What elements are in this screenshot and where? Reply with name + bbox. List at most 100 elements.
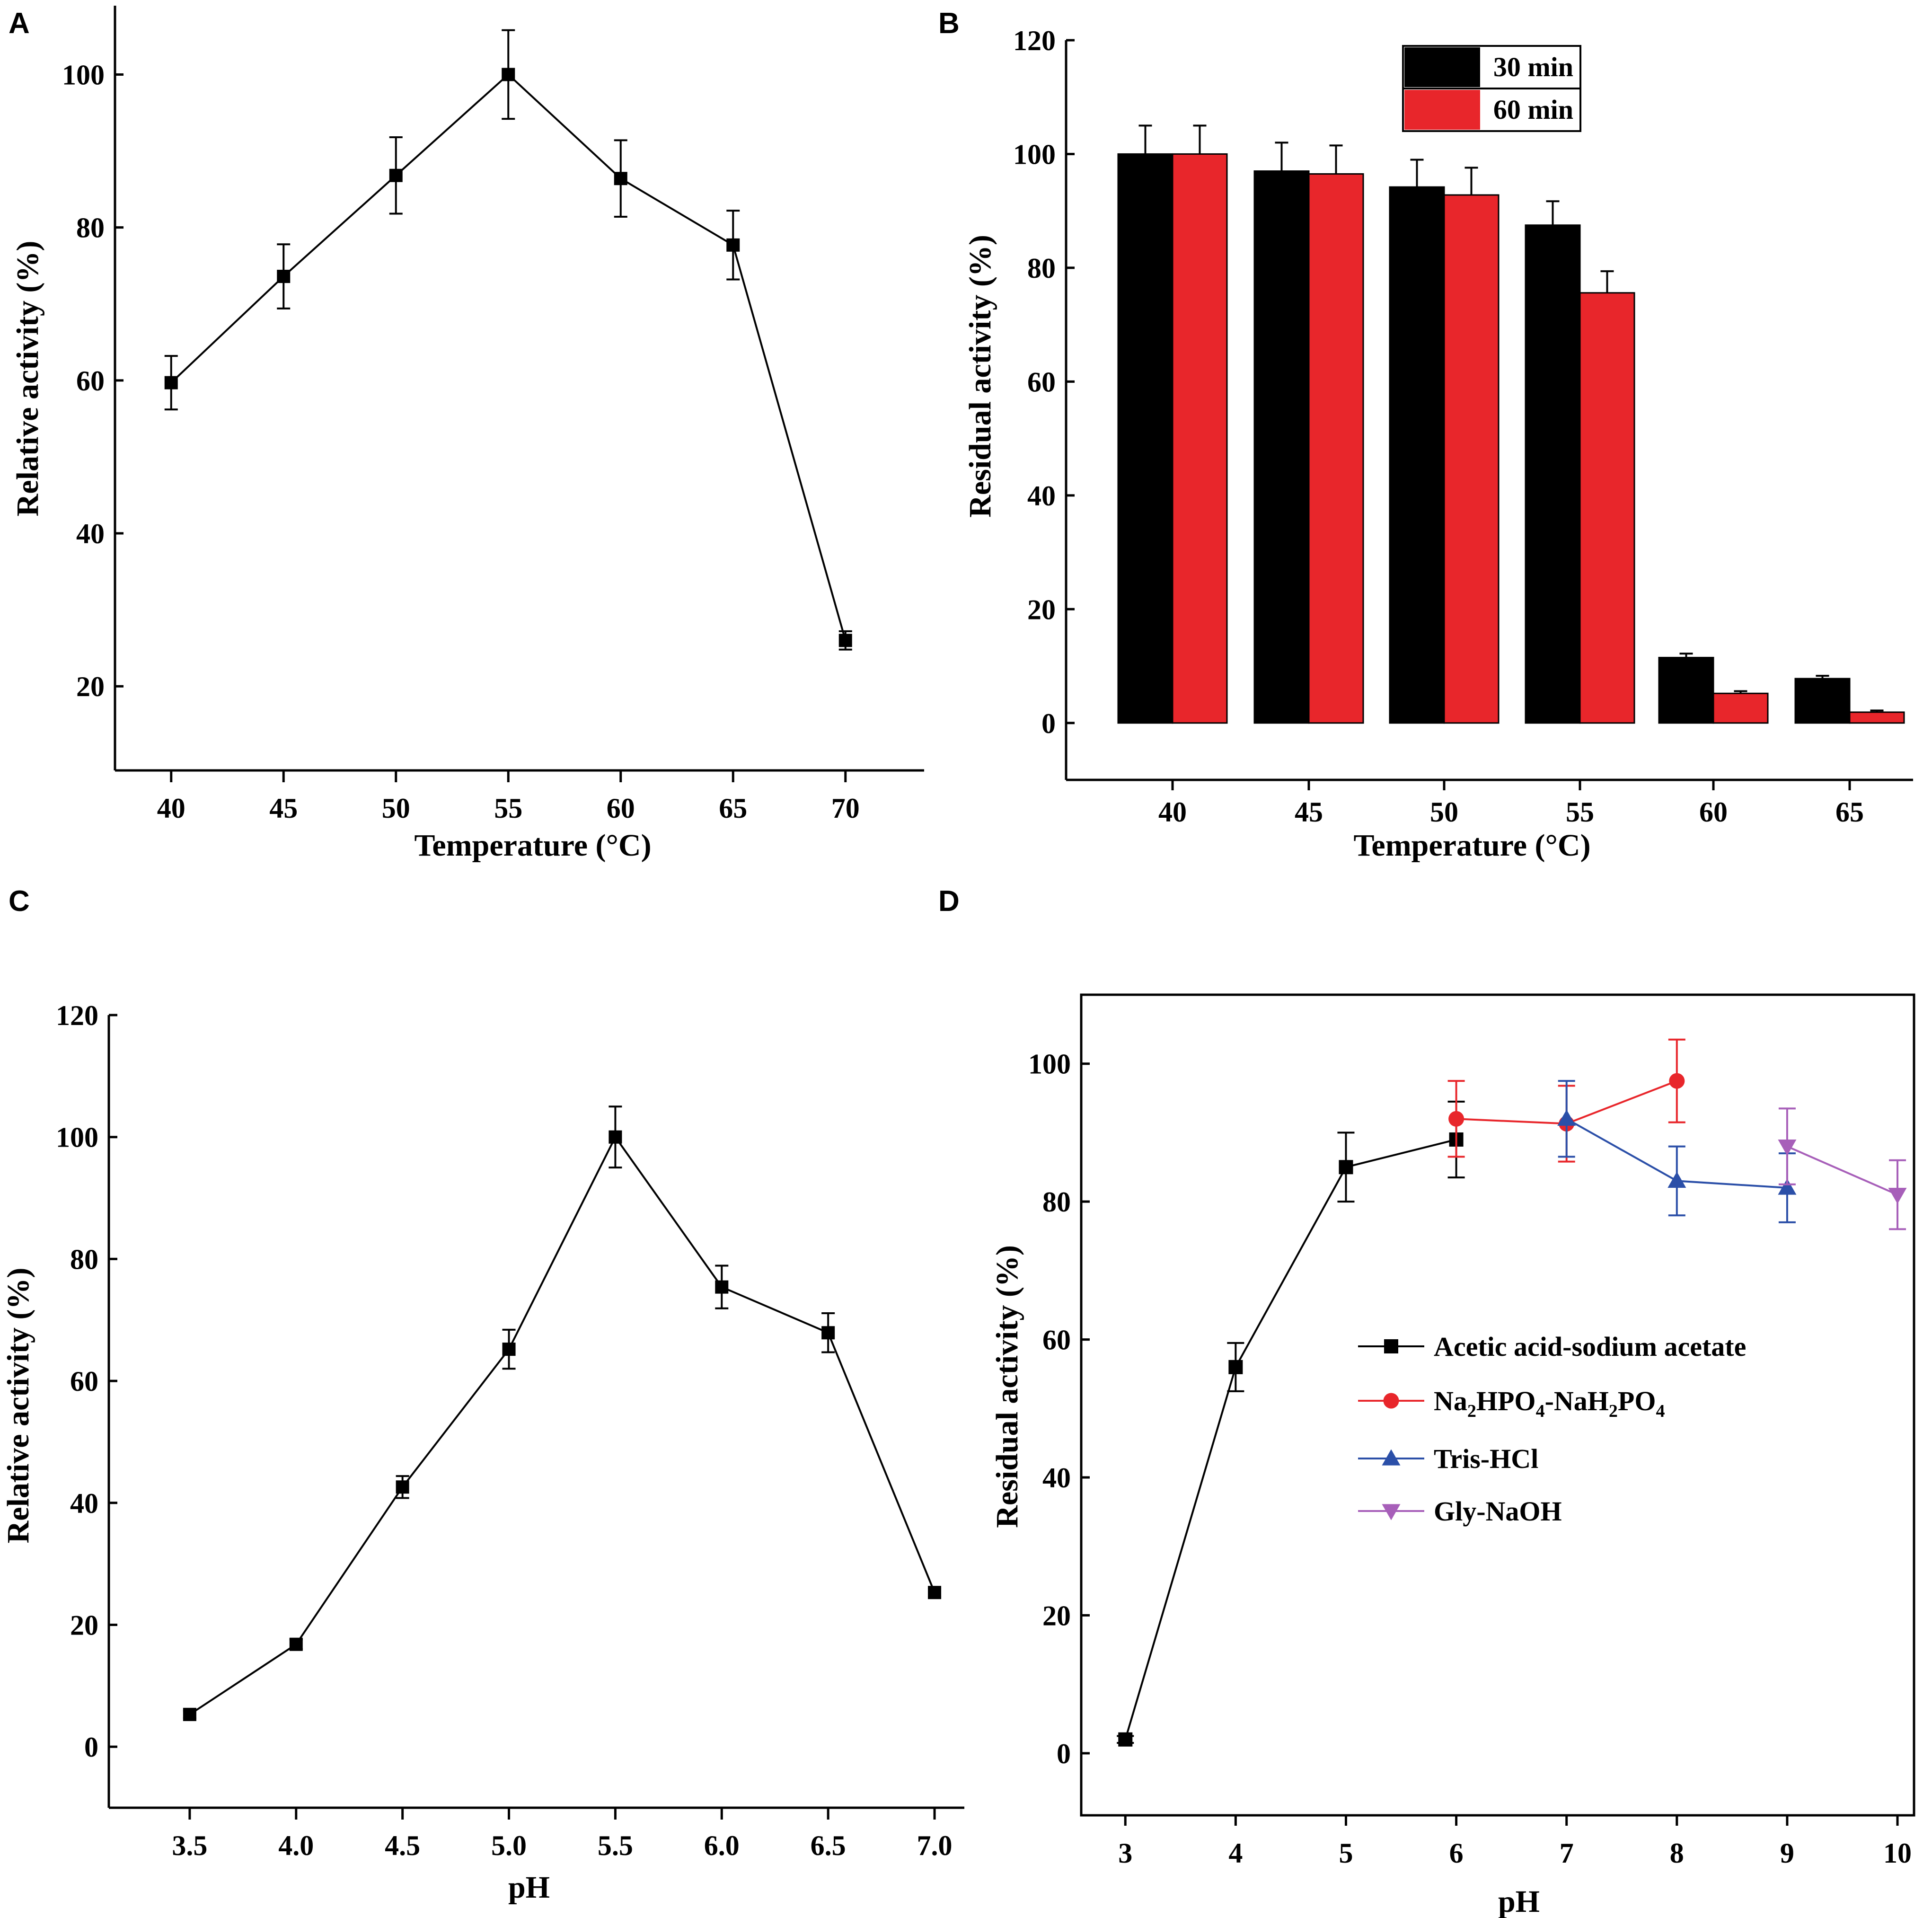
panel-b-thermostability: B 0 20 40 60 80 100 120 40 45 50 55 60 65 30 min 60 mi… bbox=[938, 7, 1913, 863]
data-point bbox=[277, 270, 291, 283]
panel-d-ph-stability: D 0 20 40 60 80 100 3 4 5 6 7 8 9 10 Acetic acid-sodiu… bbox=[938, 885, 1915, 1918]
y-tick-label: 40 bbox=[76, 518, 105, 549]
y-tick-label: 20 bbox=[70, 1609, 98, 1641]
error-bar bbox=[1816, 674, 1829, 679]
y-tick-label: 40 bbox=[1027, 480, 1056, 512]
legend-label-part: PO bbox=[1618, 1386, 1656, 1416]
bar bbox=[1525, 224, 1581, 724]
x-tick-label: 55 bbox=[1566, 796, 1594, 828]
y-tick-label: 80 bbox=[70, 1244, 98, 1275]
panel-label-d: D bbox=[938, 885, 960, 918]
y-tick-label: 20 bbox=[76, 671, 105, 702]
legend-label-part: 4 bbox=[1536, 1401, 1545, 1421]
bar bbox=[1117, 153, 1173, 724]
panel-a-temperature-optimum: A 20 40 60 80 100 40 45 50 55 60 65 70 Temperature … bbox=[9, 6, 924, 863]
data-point bbox=[715, 1280, 729, 1294]
x-tick-label: 5.5 bbox=[598, 1830, 633, 1861]
y-tick-label: 60 bbox=[1027, 366, 1056, 398]
data-point bbox=[1888, 1187, 1907, 1204]
x-tick-label: 50 bbox=[1430, 796, 1458, 828]
bar bbox=[1794, 678, 1851, 724]
x-tick-label: 5.0 bbox=[491, 1830, 527, 1861]
data-point bbox=[1778, 1178, 1797, 1195]
y-tick-label: 100 bbox=[62, 59, 105, 90]
bar bbox=[1172, 153, 1228, 724]
y-tick-label: 60 bbox=[1042, 1325, 1071, 1356]
error-bar bbox=[1464, 167, 1478, 195]
legend-label-part: 4 bbox=[1656, 1401, 1665, 1421]
y-tick-label: 0 bbox=[84, 1732, 98, 1763]
legend-marker bbox=[1382, 1504, 1401, 1520]
x-tick-label: 7 bbox=[1560, 1838, 1574, 1869]
legend-label: 60 min bbox=[1493, 94, 1573, 125]
x-tick-label: 3 bbox=[1118, 1838, 1132, 1869]
x-tick-label: 65 bbox=[1835, 796, 1864, 828]
x-tick-label: 55 bbox=[494, 793, 522, 824]
legend-swatch bbox=[1404, 47, 1480, 87]
legend-label: Gly-NaOH bbox=[1434, 1496, 1562, 1527]
x-tick-label: 70 bbox=[831, 793, 860, 824]
series-acetic-acid-sodium-acetate bbox=[1117, 1100, 1465, 1747]
legend-label-part: 2 bbox=[1609, 1401, 1618, 1421]
error-bar bbox=[1600, 270, 1614, 293]
series-tris-hcl bbox=[1557, 1080, 1797, 1223]
error-bar bbox=[1679, 653, 1693, 658]
legend: Acetic acid-sodium acetateNa2HPO4-NaH2PO… bbox=[1358, 1331, 1746, 1527]
legend: 30 min 60 min bbox=[1402, 45, 1581, 132]
x-axis-title: Temperature (°C) bbox=[1353, 828, 1590, 863]
legend-label-part: HPO bbox=[1476, 1386, 1536, 1416]
legend-label: Acetic acid-sodium acetate bbox=[1434, 1331, 1746, 1362]
x-tick-label: 4.0 bbox=[278, 1830, 314, 1861]
bar bbox=[1712, 692, 1769, 724]
error-bar bbox=[1410, 159, 1424, 187]
y-tick-label: 120 bbox=[1013, 25, 1056, 56]
y-axis-title: Residual activity (%) bbox=[963, 235, 997, 518]
legend-swatch bbox=[1404, 90, 1480, 130]
x-axis-title: Temperature (°C) bbox=[414, 828, 651, 863]
data-point bbox=[928, 1586, 942, 1600]
x-tick-label: 65 bbox=[719, 793, 747, 824]
data-point bbox=[1778, 1139, 1797, 1156]
series-relative-activity bbox=[164, 29, 852, 651]
y-tick-label: 80 bbox=[1042, 1186, 1071, 1218]
data-point bbox=[396, 1480, 409, 1494]
data-point bbox=[183, 1707, 196, 1721]
series-line bbox=[1124, 1139, 1457, 1740]
x-tick-label: 4 bbox=[1228, 1838, 1243, 1869]
x-tick-label: 5 bbox=[1339, 1838, 1353, 1869]
panel-label-c: C bbox=[9, 885, 30, 918]
error-bar bbox=[1193, 124, 1207, 154]
error-bar bbox=[1734, 690, 1747, 694]
x-tick-label: 50 bbox=[382, 793, 410, 824]
x-tick-label: 6.0 bbox=[704, 1830, 740, 1861]
x-tick-label: 9 bbox=[1780, 1838, 1794, 1869]
bar bbox=[1389, 186, 1445, 724]
data-point bbox=[614, 172, 627, 186]
y-tick-label: 80 bbox=[76, 212, 105, 244]
y-axis-title: Relative activity (%) bbox=[1, 1268, 35, 1544]
x-tick-label: 45 bbox=[1295, 796, 1323, 828]
error-bar bbox=[1138, 124, 1152, 154]
y-tick-label: 100 bbox=[56, 1122, 98, 1153]
y-tick-label: 80 bbox=[1027, 253, 1056, 284]
x-tick-label: 7.0 bbox=[917, 1830, 953, 1861]
series-line bbox=[189, 1135, 935, 1715]
plot-frame bbox=[1080, 993, 1915, 1817]
data-point bbox=[1118, 1732, 1133, 1747]
y-tick-label: 100 bbox=[1028, 1049, 1071, 1080]
y-tick-label: 60 bbox=[70, 1366, 98, 1397]
bar bbox=[1579, 292, 1635, 724]
data-point bbox=[1448, 1111, 1464, 1127]
y-tick-label: 60 bbox=[76, 365, 105, 397]
y-axis-title: Residual activity (%) bbox=[990, 1245, 1024, 1528]
legend-label: Tris-HCl bbox=[1434, 1443, 1538, 1474]
x-tick-label: 40 bbox=[1158, 796, 1187, 828]
x-tick-label: 3.5 bbox=[172, 1830, 207, 1861]
series-line bbox=[170, 73, 847, 641]
x-axis-title: pH bbox=[508, 1870, 550, 1905]
y-tick-label: 120 bbox=[56, 1000, 98, 1031]
y-tick-label: 0 bbox=[1057, 1738, 1071, 1769]
data-point bbox=[164, 376, 178, 389]
y-tick-label: 20 bbox=[1027, 594, 1056, 625]
bar bbox=[1658, 657, 1714, 724]
